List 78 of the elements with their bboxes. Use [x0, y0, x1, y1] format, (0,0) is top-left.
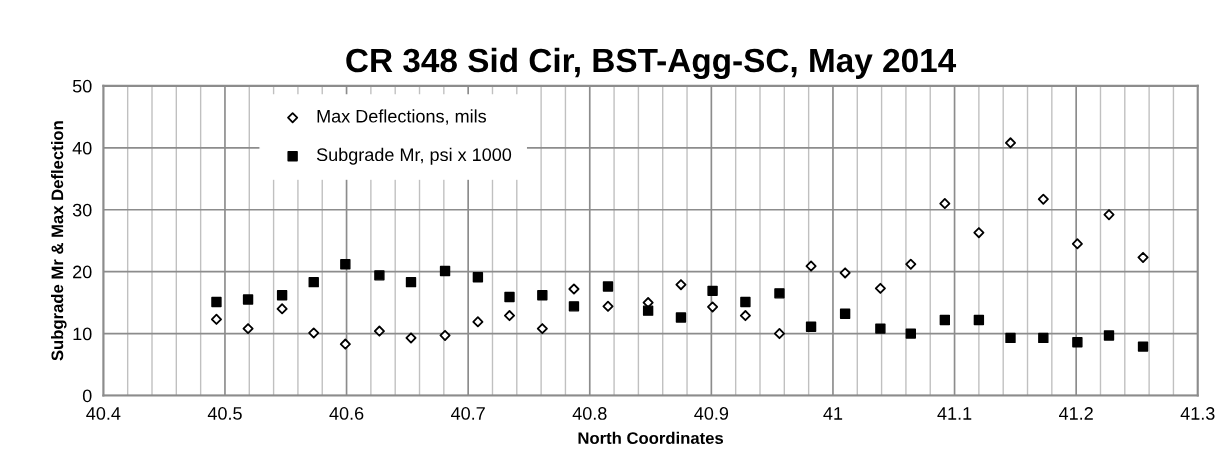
point: [602, 281, 614, 292]
x-tick-label: 41.3: [1180, 407, 1215, 420]
point: [905, 328, 916, 339]
point: [1072, 337, 1083, 348]
point: [642, 305, 654, 316]
point: [874, 282, 886, 294]
point: [374, 270, 385, 281]
point: [211, 296, 222, 308]
point: [905, 258, 917, 270]
point: [276, 303, 288, 315]
x-tick-label: 41.2: [1059, 407, 1093, 420]
x-tick-label: 41.1: [937, 407, 972, 420]
point: [568, 301, 580, 312]
legend-label: Max Deflections, mils: [317, 109, 487, 125]
point: [675, 312, 687, 323]
point: [1005, 332, 1016, 344]
point: [805, 260, 817, 272]
point: [1038, 332, 1049, 344]
point: [472, 272, 484, 283]
point: [242, 294, 254, 305]
point: [602, 300, 614, 312]
x-tick-label: 40.5: [207, 407, 242, 420]
point: [773, 328, 785, 340]
point: [340, 259, 351, 270]
point: [939, 314, 951, 326]
x-tick-label: 40.4: [86, 407, 121, 420]
point: [242, 323, 254, 335]
point: [537, 289, 548, 301]
point: [1071, 238, 1083, 250]
x-tick-label: 40.7: [451, 407, 485, 420]
y-tick-label: 10: [73, 327, 92, 341]
point: [308, 327, 320, 339]
point: [439, 329, 451, 341]
y-axis-title: Subgrade Mr & Max Deflection: [51, 121, 67, 361]
point: [405, 332, 417, 344]
point: [1137, 341, 1149, 352]
point: [536, 323, 548, 335]
point: [739, 310, 751, 322]
point: [740, 296, 751, 308]
y-tick-label: 30: [72, 203, 92, 217]
point: [373, 325, 385, 337]
point: [875, 323, 886, 334]
point: [1137, 251, 1149, 263]
point: [503, 310, 516, 322]
point: [973, 227, 985, 239]
point: [675, 279, 687, 291]
point: [1103, 209, 1115, 221]
chart-title: CR 348 Sid Cir, BST-Agg-SC, May 2014: [346, 47, 957, 80]
y-tick-label: 0: [82, 389, 92, 403]
point: [568, 283, 580, 295]
point: [839, 308, 851, 319]
point: [1004, 137, 1017, 149]
legend-label: Subgrade Mr, psi x 1000: [316, 147, 512, 165]
y-tick-label: 20: [73, 265, 92, 279]
point: [439, 265, 451, 277]
point: [308, 276, 319, 288]
point: [1103, 330, 1115, 341]
point: [210, 313, 222, 325]
point: [1037, 193, 1049, 205]
point: [707, 301, 719, 313]
x-axis-title: North Coordinates: [578, 431, 724, 445]
point: [339, 338, 351, 350]
x-tick-label: 40.6: [329, 407, 364, 420]
point: [939, 198, 951, 210]
y-tick-label: 40: [72, 141, 92, 155]
x-tick-label: 41: [823, 407, 843, 420]
x-tick-label: 40.8: [572, 407, 607, 420]
point: [973, 314, 985, 326]
y-tick-label: 50: [72, 79, 92, 93]
point: [504, 291, 515, 303]
point: [839, 267, 851, 279]
x-tick-label: 40.9: [694, 407, 729, 420]
point: [276, 289, 288, 301]
point: [405, 276, 417, 288]
point: [805, 321, 817, 332]
point: [707, 285, 718, 297]
point: [774, 288, 785, 299]
point: [472, 316, 484, 328]
